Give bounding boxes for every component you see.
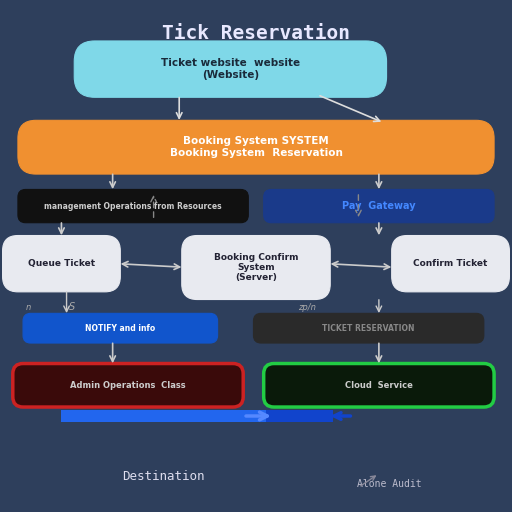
Text: Ticket website  website
(Website): Ticket website website (Website) (161, 58, 300, 80)
FancyBboxPatch shape (23, 313, 218, 343)
FancyBboxPatch shape (266, 410, 333, 422)
FancyBboxPatch shape (253, 313, 484, 343)
Text: Tick Reservation: Tick Reservation (162, 24, 350, 43)
FancyBboxPatch shape (13, 364, 243, 407)
Text: Cloud  Service: Cloud Service (345, 381, 413, 390)
Text: S: S (69, 302, 75, 312)
FancyBboxPatch shape (74, 41, 387, 97)
Text: Destination: Destination (122, 470, 205, 483)
Text: Queue Ticket: Queue Ticket (28, 259, 95, 268)
Text: Booking System SYSTEM
Booking System  Reservation: Booking System SYSTEM Booking System Res… (169, 136, 343, 158)
FancyBboxPatch shape (3, 236, 120, 292)
Text: TICKET RESERVATION: TICKET RESERVATION (323, 324, 415, 333)
Text: zp/n: zp/n (298, 303, 316, 312)
FancyBboxPatch shape (264, 189, 494, 223)
Text: management Operations from Resources: management Operations from Resources (45, 202, 222, 210)
FancyBboxPatch shape (18, 120, 494, 174)
Text: n: n (26, 303, 31, 312)
FancyBboxPatch shape (18, 189, 248, 223)
Text: NOTIFY and info: NOTIFY and info (85, 324, 156, 333)
FancyBboxPatch shape (392, 236, 509, 292)
Text: Alone Audit: Alone Audit (357, 479, 421, 489)
Text: Admin Operations  Class: Admin Operations Class (70, 381, 186, 390)
Text: Booking Confirm
System
(Server): Booking Confirm System (Server) (214, 252, 298, 283)
Text: Pay  Gateway: Pay Gateway (342, 201, 416, 211)
FancyBboxPatch shape (61, 410, 266, 422)
FancyBboxPatch shape (182, 236, 330, 300)
FancyBboxPatch shape (264, 364, 494, 407)
Text: Confirm Ticket: Confirm Ticket (413, 259, 488, 268)
